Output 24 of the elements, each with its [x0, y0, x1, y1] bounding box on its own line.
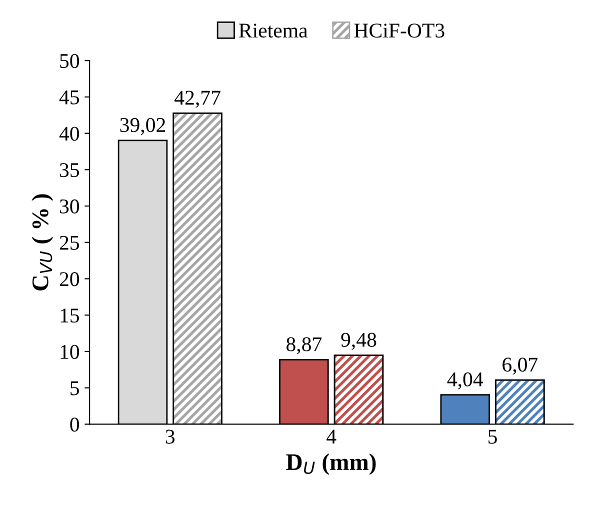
data-label: 6,07	[502, 358, 538, 375]
x-tick-label: 3	[166, 430, 175, 444]
y-tick-label: 10	[60, 344, 80, 359]
data-label: 8,87	[286, 337, 322, 354]
y-tick-label: 0	[70, 418, 80, 432]
data-label: 39,02	[120, 118, 166, 136]
y-tick-label: 40	[59, 126, 80, 141]
y-tick-label: 30	[60, 199, 80, 214]
y-tick-label: 15	[60, 308, 80, 323]
y-tick-label: 5	[70, 381, 80, 396]
x-tick-label: 4	[326, 430, 336, 444]
y-tick-label: 50	[60, 54, 80, 68]
y-tick-label: 45	[59, 90, 80, 104]
data-label: 42,77	[174, 90, 220, 108]
y-tick-label: 25	[60, 236, 80, 250]
legend-label: Rietema	[239, 24, 308, 38]
x-axis-title: D$_{U}$ (mm)	[286, 454, 376, 475]
y-tick-label: 35	[60, 163, 80, 178]
legend-label: HCiF-OT3	[354, 24, 444, 38]
data-label: 9,48	[341, 332, 376, 350]
data-label: 4,04	[447, 372, 484, 390]
x-tick-label: 5	[488, 430, 497, 444]
y-axis-title: C$_{VU}$ ( % )	[32, 194, 54, 290]
y-tick-label: 20	[60, 272, 80, 286]
